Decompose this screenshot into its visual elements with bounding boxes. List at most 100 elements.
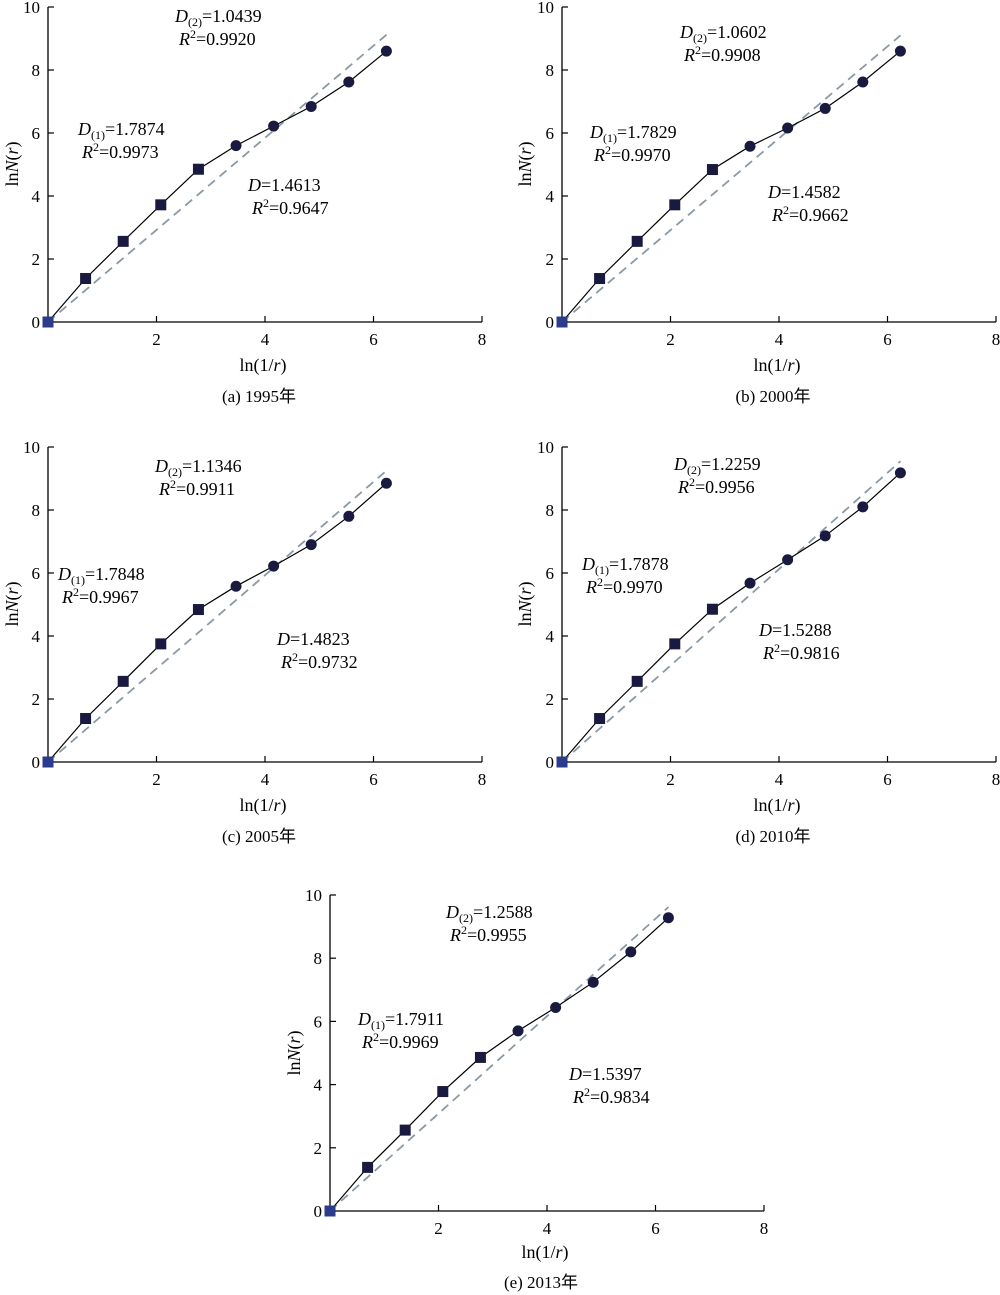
annotation-d1-value: D(1)=1.7878 <box>581 554 669 577</box>
y-tick-label: 2 <box>546 250 555 269</box>
data-point-circle <box>512 1025 524 1037</box>
fit-line <box>47 34 388 323</box>
data-point-square <box>117 675 129 687</box>
y-tick-label: 6 <box>32 564 41 583</box>
panel-caption: (a) 1995年 <box>222 387 296 406</box>
annotation-d-r2: R2=0.9816 <box>762 641 840 663</box>
x-axis-label: ln(1/r) <box>239 795 286 816</box>
y-tick-label: 2 <box>546 690 555 709</box>
annotation-d2-value: D(2)=1.2259 <box>673 454 761 477</box>
data-point-square <box>362 1161 374 1173</box>
annotation-d-value: D=1.4582 <box>767 182 841 202</box>
x-tick-label: 4 <box>543 1219 552 1238</box>
data-series-line <box>561 472 901 763</box>
data-point-square <box>437 1086 449 1098</box>
data-point-circle <box>625 946 637 958</box>
fit-line <box>329 906 670 1212</box>
data-point-square <box>399 1124 411 1136</box>
y-tick-label: 4 <box>546 187 555 206</box>
data-series-line <box>47 50 387 323</box>
data-point-circle <box>857 501 869 513</box>
x-tick-label: 8 <box>760 1219 769 1238</box>
data-point-circle <box>305 101 317 113</box>
y-tick-label: 2 <box>314 1139 323 1158</box>
data-point-circle <box>268 560 280 572</box>
y-tick-label: 8 <box>546 501 555 520</box>
fit-line <box>47 469 388 763</box>
data-point-circle <box>744 577 756 589</box>
data-point-circle <box>894 467 906 479</box>
x-axis-label: ln(1/r) <box>239 355 286 376</box>
data-point-square <box>80 273 92 285</box>
y-tick-label: 8 <box>546 61 555 80</box>
y-tick-label: 8 <box>32 501 41 520</box>
y-tick-label: 8 <box>32 61 41 80</box>
data-point-circle <box>230 140 242 152</box>
y-tick-label: 10 <box>23 438 40 457</box>
data-point-square <box>192 163 204 175</box>
data-point-square <box>706 603 718 615</box>
data-point-square <box>80 713 92 725</box>
y-tick-label: 4 <box>32 187 41 206</box>
data-point-circle <box>343 76 355 88</box>
y-tick-label: 6 <box>546 564 555 583</box>
data-point-circle <box>268 120 280 132</box>
y-tick-label: 0 <box>546 313 555 332</box>
y-tick-label: 10 <box>23 0 40 17</box>
data-series-line <box>561 50 901 323</box>
data-point-circle <box>782 122 794 134</box>
x-tick-label: 8 <box>478 330 487 349</box>
data-point-square <box>474 1051 486 1063</box>
annotation-d-value: D=1.5288 <box>758 620 832 640</box>
annotation-d2-r2: R2=0.9908 <box>683 43 761 65</box>
data-point-square <box>556 756 568 768</box>
x-tick-label: 6 <box>651 1219 660 1238</box>
y-tick-label: 10 <box>305 886 322 905</box>
y-tick-label: 8 <box>314 949 323 968</box>
annotation-d2-value: D(2)=1.0602 <box>679 22 767 45</box>
fit-line <box>561 34 902 323</box>
x-tick-label: 8 <box>992 770 1000 789</box>
data-point-circle <box>343 510 355 522</box>
x-tick-label: 8 <box>992 330 1000 349</box>
annotation-d2-r2: R2=0.9911 <box>158 477 235 499</box>
data-point-circle <box>380 477 392 489</box>
annotation-d1-value: D(1)=1.7829 <box>589 122 677 145</box>
data-point-square <box>631 235 643 247</box>
annotation-d-r2: R2=0.9732 <box>280 650 358 672</box>
data-point-circle <box>230 580 242 592</box>
y-axis-label: lnN(r) <box>515 141 536 186</box>
data-series-line <box>47 482 387 763</box>
x-axis-label: ln(1/r) <box>521 1242 568 1263</box>
x-tick-label: 2 <box>152 330 161 349</box>
annotation-d2-r2: R2=0.9956 <box>677 475 755 497</box>
y-tick-label: 0 <box>32 753 41 772</box>
x-tick-label: 8 <box>478 770 487 789</box>
annotation-d2-value: D(2)=1.1346 <box>154 456 242 479</box>
x-tick-label: 6 <box>883 330 892 349</box>
x-tick-label: 6 <box>369 770 378 789</box>
annotation-d-r2: R2=0.9834 <box>572 1085 650 1107</box>
y-tick-label: 0 <box>546 753 555 772</box>
data-point-square <box>192 604 204 616</box>
data-point-circle <box>819 530 831 542</box>
panel-caption: (d) 2010年 <box>735 827 810 846</box>
data-point-circle <box>782 554 794 566</box>
fit-line <box>561 460 902 763</box>
data-point-square <box>669 638 681 650</box>
y-axis-label: lnN(r) <box>284 1030 305 1075</box>
data-point-square <box>669 199 681 211</box>
annotation-d1-value: D(1)=1.7874 <box>77 119 165 142</box>
y-tick-label: 10 <box>537 438 554 457</box>
x-tick-label: 4 <box>775 330 784 349</box>
data-point-circle <box>662 912 674 924</box>
data-series-line <box>329 917 669 1212</box>
x-tick-label: 4 <box>261 330 270 349</box>
data-point-square <box>117 235 129 247</box>
data-point-circle <box>550 1001 562 1013</box>
y-tick-label: 6 <box>32 124 41 143</box>
annotation-d1-value: D(1)=1.7911 <box>357 1009 444 1032</box>
x-tick-label: 4 <box>775 770 784 789</box>
